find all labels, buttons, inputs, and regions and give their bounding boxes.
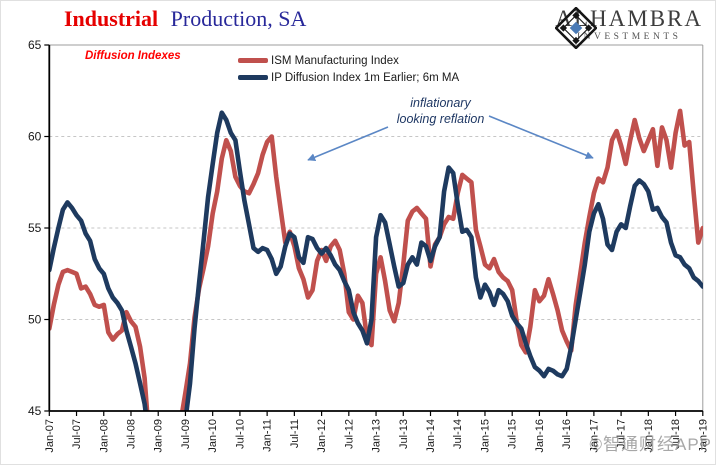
x-tick-label-Jul-16: Jul-16 — [561, 419, 573, 449]
legend-swatch-red — [238, 58, 268, 63]
watermark: ©智通财经APP — [589, 435, 712, 454]
annotation-line2: looking reflation — [396, 111, 485, 126]
alhambra-logo-subtitle: INVESTMENTS — [576, 32, 682, 42]
x-tick-label-Jan-19: Jan-19 — [697, 419, 709, 453]
legend: ISM Manufacturing Index IP Diffusion Ind… — [238, 52, 459, 86]
x-tick-label-Jan-14: Jan-14 — [425, 419, 437, 453]
annotation-text: inflationary looking reflation — [358, 96, 523, 127]
alhambra-diamond-icon — [555, 7, 598, 49]
x-tick-label-Jan-08: Jan-08 — [98, 419, 110, 453]
x-tick-label-Jan-12: Jan-12 — [316, 419, 328, 453]
x-tick-label-Jan-17: Jan-17 — [588, 419, 600, 453]
alhambra-logo: ALHAMBRA INVESTMENTS — [555, 7, 703, 49]
x-tick-label-Jan-11: Jan-11 — [262, 419, 274, 452]
x-tick-label-Jan-09: Jan-09 — [153, 419, 165, 453]
legend-label-ism: ISM Manufacturing Index — [271, 54, 399, 67]
y-tick-label-60: 60 — [28, 130, 42, 144]
y-tick-label-55: 55 — [28, 221, 42, 235]
legend-swatch-navy — [238, 75, 268, 80]
x-tick-label-Jul-09: Jul-09 — [180, 419, 192, 449]
x-tick-label-Jul-10: Jul-10 — [234, 419, 246, 449]
annotation-arrows — [307, 115, 594, 161]
x-tick-label-Jul-11: Jul-11 — [289, 419, 301, 448]
legend-label-ip: IP Diffusion Index 1m Earlier; 6m MA — [271, 71, 460, 84]
y-tick-label-50: 50 — [28, 313, 42, 327]
chart-title-word-industrial: Industrial — [64, 6, 159, 31]
x-tick-label-Jan-13: Jan-13 — [371, 419, 383, 453]
x-tick-label-Jul-17: Jul-17 — [616, 419, 628, 449]
data-series — [49, 108, 703, 411]
x-tick-label-Jan-18: Jan-18 — [643, 419, 655, 453]
x-tick-label-Jan-07: Jan-07 — [44, 419, 56, 453]
chart-title-rest: Production, SA — [170, 6, 307, 31]
x-tick-label-Jul-08: Jul-08 — [125, 419, 137, 449]
x-tick-label-Jul-15: Jul-15 — [507, 419, 519, 449]
annotation-arrow-left — [307, 126, 389, 161]
x-tick-label-Jul-12: Jul-12 — [343, 419, 355, 449]
y-tick-label-65: 65 — [28, 38, 42, 52]
chart-title: Industrial Production, SA — [64, 6, 306, 32]
annotation-line1: inflationary — [410, 96, 471, 110]
diffusion-indexes-label: Diffusion Indexes — [85, 50, 181, 62]
annotation-arrow-right — [488, 115, 594, 160]
series-line-ip — [49, 110, 703, 411]
y-tick-label-45: 45 — [28, 404, 42, 418]
legend-item-ism: ISM Manufacturing Index — [238, 52, 459, 69]
x-tick-label-Jul-18: Jul-18 — [670, 419, 682, 449]
x-tick-label-Jan-10: Jan-10 — [207, 419, 219, 453]
x-tick-label-Jul-14: Jul-14 — [452, 419, 464, 449]
x-tick-label-Jul-07: Jul-07 — [71, 419, 83, 449]
legend-item-ip: IP Diffusion Index 1m Earlier; 6m MA — [238, 69, 459, 86]
x-tick-label-Jul-13: Jul-13 — [398, 419, 410, 449]
axes: 45 50 55 60 65 Jan-07 Jul-07 Jan-08 Jul-08 Jan-09… — [28, 38, 709, 453]
x-tick-label-Jan-15: Jan-15 — [479, 419, 491, 453]
x-tick-label-Jan-16: Jan-16 — [534, 419, 546, 453]
